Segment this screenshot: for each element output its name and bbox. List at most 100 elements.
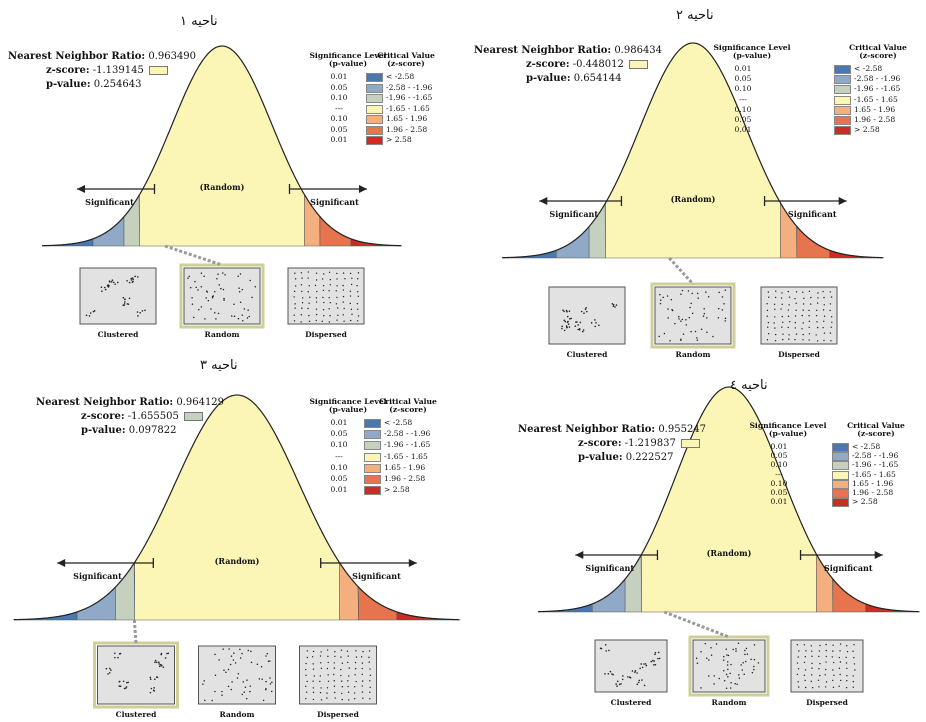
nnr-label: Nearest Neighbor Ratio: [36,397,174,408]
legend-z-range: 1.65 - 1.96 [386,114,428,123]
p-label: p-value: [578,452,623,463]
dispersed-label: Dispersed [305,330,347,339]
legend-z-range: > 2.58 [854,125,880,135]
z-label: z-score: [526,59,570,70]
legend-swatch [366,104,383,114]
legend-p-value: 0.05 [734,115,752,124]
legend-row: 0.01 > 2.58 [326,485,486,496]
legend-swatch [364,452,381,462]
legend-row: --- -1.65 - 1.65 [326,452,486,462]
significant-label-right: Significant [787,209,837,219]
curve-outline [538,386,919,613]
legend-z-range: 1.96 - 2.58 [852,488,894,497]
dispersed-pattern-box [299,645,377,705]
legend-sig-header: Significance Level (p-value) [749,421,827,438]
legend-z-range: -1.65 - 1.65 [852,469,896,479]
nnr-label: Nearest Neighbor Ratio: [474,45,612,56]
legend-z-range: > 2.58 [386,135,412,144]
legend-p-value: 0.10 [734,104,752,114]
significant-label-left: Significant [73,571,122,581]
significant-arrow-right [288,184,367,194]
legend-z-range: -2.58 - -1.96 [854,74,901,84]
legend-row: 0.01 > 2.58 [766,497,926,508]
curve-segment-c_p258 [396,611,461,621]
curve-graphic [13,394,461,709]
zscore-swatch [680,439,700,448]
legend-p-value: 0.05 [770,488,788,497]
curve-segment-c_m258 [537,603,593,613]
significant-arrow-right [763,196,847,206]
panel-title: ناحیه ۱ [180,14,218,29]
result-connector [668,256,695,286]
legend-z-range: 1.96 - 2.58 [854,115,896,124]
legend-z-range: < -2.58 [854,64,883,73]
legend-p-value: 0.10 [330,462,348,472]
legend-swatch [366,83,383,93]
clustered-pattern-box [594,639,668,693]
legend-row: 0.10 -1.96 - -1.65 [766,460,926,471]
legend-swatch [834,116,851,125]
legend-p-value: 0.01 [770,497,788,507]
legend-swatch [366,73,383,82]
zscore-swatch [148,66,168,75]
legend-row: 0.01 < -2.58 [766,442,926,452]
legend-z-range: > 2.58 [384,485,410,495]
legend-z-range: > 2.58 [852,497,878,507]
p-value: 0.254643 [93,79,142,90]
significant-label-left: Significant [85,197,134,207]
dispersed-pattern-box [790,639,864,693]
legend-z-range: -1.96 - -1.65 [384,440,431,450]
legend-row: 0.10 -1.96 - -1.65 [326,93,486,103]
nnr-value: 0.955247 [658,424,707,435]
panel-region-1: ناحیه ۱ Nearest Neighbor Ratio: 0.963490… [0,0,440,345]
clustered-label: Clustered [115,710,157,719]
legend-p-value: 0.10 [770,460,788,470]
significant-label-right: Significant [310,197,359,207]
curve-segment-c_p258 [865,603,921,613]
legend-swatch [366,94,383,103]
legend: Significance Level (p-value) Critical Valu… [309,52,441,145]
legend-p-value: 0.05 [330,82,348,92]
legend-swatch [364,430,381,440]
clustered-label: Clustered [97,330,139,339]
curve-outline [41,45,402,247]
legend-p-value: 0.05 [770,451,788,461]
legend-p-value: 0.10 [330,440,348,450]
legend-z-range: -2.58 - -1.96 [384,429,431,439]
legend: Significance Level (p-value) Critical Valu… [713,44,907,136]
dispersed-label: Dispersed [806,698,848,707]
legend-swatch [364,486,381,496]
significant-label-right: Significant [352,571,401,581]
stats-block: Nearest Neighbor Ratio: 0.955247 z-score… [518,423,706,465]
legend-swatch [832,452,849,462]
legend-p-value: 0.05 [330,124,348,134]
legend-swatch [834,126,851,136]
clustered-pattern-box [79,267,157,325]
p-label: p-value: [526,73,571,84]
legend-z-range: 1.96 - 2.58 [384,474,426,483]
curve-graphic [41,45,403,329]
panel-title: ناحیه ۳ [200,358,238,373]
legend-swatch [834,85,851,95]
legend-swatch [364,475,381,484]
legend-z-range: 1.96 - 2.58 [386,124,428,134]
panel-region-3: ناحیه ۳ Nearest Neighbor Ratio: 0.964129… [0,355,461,722]
legend-swatch [364,463,381,473]
z-value: -1.219837 [624,438,676,449]
legend-row: 0.10 1.65 - 1.96 [326,114,486,124]
curve-outline [13,394,459,621]
legend-row: --- -1.65 - 1.65 [766,469,926,480]
p-value: 0.222527 [625,452,674,463]
legend-z-range: -2.58 - -1.96 [386,82,433,92]
legend: Significance Level (p-value) Critical Valu… [749,422,916,512]
legend-swatch [834,105,851,115]
legend-z-range: 1.65 - 1.96 [384,462,426,472]
legend-row: 0.05 1.96 - 2.58 [326,124,486,135]
legend-swatch [834,65,851,74]
random-label: Random [711,698,747,707]
legend-swatch [834,95,851,105]
legend-z-range: -1.65 - 1.65 [854,94,898,104]
legend-z-range: -1.96 - -1.65 [854,84,901,94]
significant-arrow-right [799,550,883,560]
curve-graphic [537,386,921,697]
